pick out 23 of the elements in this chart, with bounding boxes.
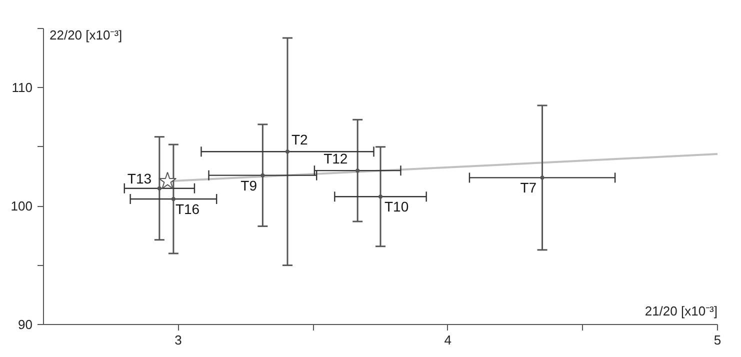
x-axis-title: 21/20 [x10⁻³]	[644, 304, 718, 318]
annotation: T7	[520, 180, 537, 196]
annotation: T13	[127, 170, 152, 186]
y-axis-title: 22/20 [x10⁻³]	[50, 28, 122, 42]
annotation: T2	[291, 132, 308, 148]
point	[540, 176, 544, 180]
annotation: T16	[175, 200, 200, 217]
x-tick-label: 3	[174, 332, 182, 348]
annotation: T12	[324, 150, 348, 167]
y-tick-label: 110	[12, 80, 33, 96]
point	[157, 186, 162, 190]
point	[285, 150, 290, 154]
point	[356, 168, 360, 173]
point	[378, 194, 382, 199]
y-tick-label: 90	[18, 317, 33, 332]
annotation: T10	[384, 198, 409, 215]
x-tick-label: 4	[444, 332, 452, 348]
x-tick-label: 5	[714, 332, 722, 348]
point	[158, 172, 177, 190]
y-tick-label: 100	[10, 198, 33, 214]
annotation: T9	[240, 177, 258, 194]
point	[260, 173, 265, 178]
point	[171, 197, 176, 201]
